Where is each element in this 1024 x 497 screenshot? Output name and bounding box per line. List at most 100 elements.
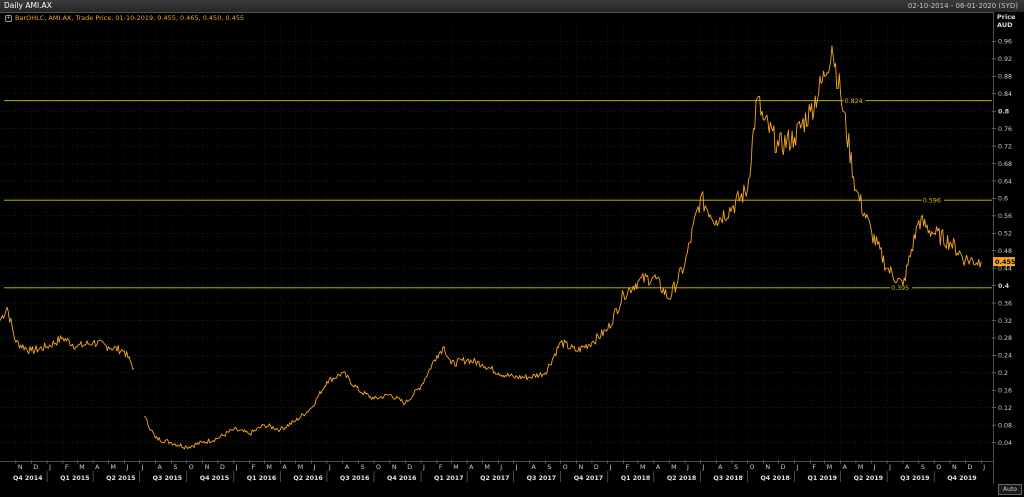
month-label: D xyxy=(781,464,786,471)
month-label: F xyxy=(65,464,69,471)
month-label: S xyxy=(547,464,551,471)
month-label: A xyxy=(843,464,848,471)
current-price-label: 0.455 xyxy=(995,258,1016,266)
month-label: A xyxy=(905,464,910,471)
month-label: J xyxy=(609,464,612,471)
grid-lines xyxy=(0,24,992,460)
horizontal-levels: 0.824 0.596 0.395 xyxy=(4,96,992,292)
month-label: J xyxy=(515,464,518,471)
month-label: N xyxy=(18,464,23,471)
y-tick-label: 0.2 xyxy=(998,370,1008,377)
month-label: O xyxy=(563,464,568,471)
price-line xyxy=(0,45,982,450)
month-label: D xyxy=(967,464,972,471)
month-label: N xyxy=(952,464,957,471)
series-legend[interactable]: + BarOHLC, AMI.AX, Trade Price, 01-10-20… xyxy=(5,13,244,23)
quarter-label: Q2 2019 xyxy=(854,475,883,482)
month-label: A xyxy=(469,464,474,471)
y-tick-label: 0.24 xyxy=(998,353,1012,360)
level-label-bg xyxy=(843,96,866,104)
y-axis-ticks: 0.04 0.08 0.12 0.16 0.2 0.24 0.28 0.32 0.36 0.4 0.… xyxy=(992,39,1012,447)
month-label: J xyxy=(235,464,238,471)
month-label: A xyxy=(718,464,723,471)
chart-header-bar: Daily AMI.AX 02-10-2014 - 06-01-2020 (SY… xyxy=(0,0,1024,13)
month-label: J xyxy=(888,464,891,471)
y-tick-label: 0.88 xyxy=(998,74,1012,81)
quarter-label: Q3 2019 xyxy=(900,475,929,482)
y-tick-label: 0.92 xyxy=(998,56,1012,63)
current-price-marker: 0.455 xyxy=(993,257,1016,267)
quarter-label: Q4 2018 xyxy=(760,475,789,482)
y-tick-label: 0.4 xyxy=(998,283,1010,290)
quarter-label: Q3 2015 xyxy=(153,475,182,482)
month-label: F xyxy=(252,464,256,471)
quarter-label: Q4 2016 xyxy=(387,475,417,482)
month-label: S xyxy=(921,464,925,471)
month-label: J xyxy=(701,464,704,471)
level-label: 0.596 xyxy=(923,197,941,204)
month-label: A xyxy=(532,464,537,471)
month-label: J xyxy=(141,464,144,471)
y-tick-label: 0.6 xyxy=(998,196,1008,203)
auto-scale-button[interactable]: Auto xyxy=(998,484,1022,495)
y-tick-label: 0.28 xyxy=(998,335,1012,342)
quarter-label: Q2 2015 xyxy=(106,475,135,482)
month-label: M xyxy=(827,464,832,471)
y-tick-label: 0.72 xyxy=(998,143,1012,150)
level-label-bg xyxy=(890,283,913,291)
price-label: Price xyxy=(997,13,1016,21)
month-label: J xyxy=(796,464,799,471)
month-label: J xyxy=(422,464,425,471)
month-label: J xyxy=(499,464,502,471)
month-label: F xyxy=(812,464,816,471)
month-label: F xyxy=(626,464,630,471)
month-label: J xyxy=(48,464,51,471)
y-tick-label: 0.08 xyxy=(998,422,1012,429)
current-price-box xyxy=(993,257,1015,267)
quarter-label: Q1 2017 xyxy=(434,475,463,482)
y-tick-label: 0.32 xyxy=(998,318,1012,325)
quarter-label: Q2 2018 xyxy=(667,475,696,482)
quarter-label: Q1 2015 xyxy=(60,475,89,482)
y-tick-label: 0.48 xyxy=(998,248,1012,255)
level-label: 0.395 xyxy=(891,285,909,292)
month-label: D xyxy=(594,464,599,471)
month-label: N xyxy=(392,464,397,471)
month-label: M xyxy=(266,464,271,471)
month-label: S xyxy=(361,464,365,471)
month-label: F xyxy=(439,464,443,471)
month-label: M xyxy=(298,464,303,471)
level-label-bg xyxy=(921,196,944,204)
month-label: J xyxy=(328,464,331,471)
y-tick-label: 0.8 xyxy=(998,109,1009,116)
quarter-label: Q2 2017 xyxy=(480,475,509,482)
month-label: J xyxy=(686,464,689,471)
time-axis-panel[interactable] xyxy=(0,461,993,497)
legend-toggle-icon[interactable]: + xyxy=(5,14,12,22)
legend-text: BarOHLC, AMI.AX, Trade Price, 01-10-2019… xyxy=(15,14,245,22)
y-tick-label: 0.36 xyxy=(998,300,1012,307)
chart-title: Daily AMI.AX xyxy=(4,1,52,10)
y-tick-label: 0.96 xyxy=(998,39,1012,46)
month-label: A xyxy=(282,464,287,471)
month-label: O xyxy=(749,464,754,471)
y-tick-label: 0.64 xyxy=(998,178,1012,185)
month-label: D xyxy=(407,464,412,471)
month-label: J xyxy=(873,464,876,471)
month-label: M xyxy=(858,464,863,471)
price-axis-panel[interactable] xyxy=(993,12,1024,484)
month-label: N xyxy=(765,464,770,471)
y-tick-label: 0.84 xyxy=(998,91,1012,98)
month-label: J xyxy=(982,464,985,471)
y-tick-label: 0.56 xyxy=(998,213,1012,220)
level-label: 0.824 xyxy=(845,98,863,105)
month-label: S xyxy=(173,464,177,471)
month-label: N xyxy=(579,464,584,471)
quarter-label: Q4 2017 xyxy=(574,475,603,482)
quarter-label: Q3 2016 xyxy=(340,475,370,482)
price-series xyxy=(0,45,982,450)
month-label: M xyxy=(671,464,676,471)
date-range: 02-10-2014 - 06-01-2020 (SYD) xyxy=(907,2,1018,10)
month-label: M xyxy=(453,464,458,471)
